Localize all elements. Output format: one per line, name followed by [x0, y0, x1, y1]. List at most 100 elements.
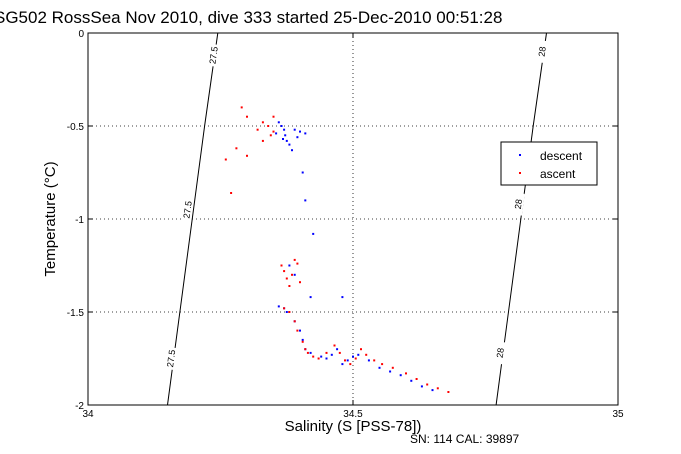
- ascent-point: [261, 139, 264, 142]
- legend: descent ascent: [500, 141, 598, 186]
- descent-point: [312, 232, 315, 235]
- descent-point: [378, 366, 381, 369]
- contour-label-group: 27.5: [164, 346, 178, 371]
- y-tick-label: -1: [75, 215, 84, 226]
- descent-point: [301, 171, 304, 174]
- ascent-point: [235, 147, 238, 150]
- contour-label-background: [181, 198, 195, 222]
- plot-area: 34 34.5 35 0 -0.5 -1 -1.5 -2 27.5 27.5 27.5 28 28 28: [67, 29, 624, 420]
- contour-label-group: 28: [493, 341, 507, 365]
- descent-point: [285, 139, 288, 142]
- descent-point: [288, 143, 291, 146]
- y-tick-label: 0: [78, 29, 84, 40]
- legend-marker-ascent: [519, 172, 521, 174]
- contour-label-group: 27.5: [181, 198, 195, 222]
- y-tick-label: -0.5: [67, 122, 85, 133]
- descent-point: [357, 353, 360, 356]
- contour-label: 27.5: [181, 200, 193, 219]
- descent-point: [309, 351, 312, 354]
- contour-label-group: 27.5: [207, 43, 221, 67]
- ascent-point: [283, 270, 286, 273]
- ascent-point: [344, 359, 346, 362]
- x-tick-label: 34: [82, 409, 94, 420]
- ascent-point: [325, 351, 328, 354]
- ascent-point: [283, 307, 286, 310]
- ascent-point: [230, 192, 233, 194]
- ascent-point: [267, 125, 270, 127]
- contour-label: 28: [495, 347, 506, 358]
- ascent-point: [333, 344, 336, 347]
- ascent-point: [224, 158, 227, 161]
- descent-point: [277, 121, 280, 124]
- ascent-point: [299, 281, 301, 284]
- ascent-point: [246, 115, 248, 118]
- descent-point: [304, 132, 307, 135]
- x-axis-label: Salinity (S [PSS-78]): [285, 418, 422, 435]
- density-contour-line: [495, 32, 547, 406]
- contour-label-group: 28: [511, 192, 525, 216]
- descent-point: [288, 264, 291, 267]
- x-tick-label: 35: [612, 409, 624, 420]
- descent-point: [282, 138, 284, 140]
- chart-title: SG502 RossSea Nov 2010, dive 333 started…: [0, 8, 502, 27]
- contour-label: 27.5: [207, 46, 219, 65]
- ascent-point: [415, 378, 418, 380]
- ascent-point: [373, 359, 376, 362]
- descent-point: [346, 359, 349, 362]
- ascent-point: [312, 355, 315, 358]
- ascent-point: [296, 262, 299, 265]
- ascent-point: [304, 348, 307, 351]
- ascent-point: [291, 273, 293, 276]
- contour-label: 28: [537, 46, 548, 57]
- ascent-point: [288, 311, 291, 313]
- descent-point: [304, 199, 307, 202]
- legend-marker-descent: [519, 154, 521, 156]
- ascent-point: [426, 383, 429, 386]
- serial-calibration-footer: SN: 114 CAL: 39897: [410, 432, 520, 446]
- contour-label-background: [535, 40, 549, 64]
- ascent-point: [293, 320, 296, 323]
- ascent-point: [301, 340, 304, 343]
- ascent-point: [317, 357, 320, 360]
- ascent-point: [365, 353, 368, 356]
- descent-point: [399, 374, 402, 377]
- descent-point: [352, 355, 354, 358]
- descent-point: [325, 357, 328, 360]
- y-tick-label: -2: [75, 401, 84, 412]
- legend-box: [500, 141, 598, 186]
- contour-label-background: [493, 341, 507, 365]
- descent-point: [280, 125, 283, 127]
- descent-point: [420, 385, 423, 388]
- ascent-point: [436, 387, 439, 390]
- contour-label-background: [207, 43, 221, 67]
- descent-point: [320, 355, 323, 358]
- ascent-point: [261, 121, 264, 124]
- contour-label-group: 28: [535, 40, 549, 64]
- descent-point: [296, 136, 299, 139]
- descent-point: [330, 353, 333, 356]
- axis-ticks: 34 34.5 35 0 -0.5 -1 -1.5 -2: [67, 29, 624, 420]
- ascent-point: [306, 351, 309, 354]
- y-axis-label: Temperature (°C): [42, 161, 59, 276]
- ascent-point: [240, 106, 243, 109]
- descent-point: [291, 149, 293, 152]
- contour-label: 28: [513, 198, 524, 209]
- ascent-point: [360, 348, 362, 351]
- y-tick-label: -1.5: [67, 308, 85, 319]
- ascent-point: [349, 363, 352, 366]
- grid: [88, 33, 618, 405]
- ascent-point: [338, 351, 341, 354]
- legend-label-descent: descent: [540, 149, 583, 163]
- x-tick-label: 34.5: [343, 409, 363, 420]
- ascent-point: [272, 115, 275, 118]
- ascent-point: [269, 134, 272, 137]
- descent-point: [389, 370, 392, 373]
- descent-point: [293, 128, 296, 131]
- descent-point: [275, 132, 278, 135]
- ascent-point: [405, 372, 407, 375]
- ascent-point: [391, 366, 394, 369]
- ascent-point: [288, 285, 291, 287]
- contour-label-background: [164, 346, 178, 371]
- density-contours: 27.5 27.5 27.5 28 28 28: [164, 32, 549, 406]
